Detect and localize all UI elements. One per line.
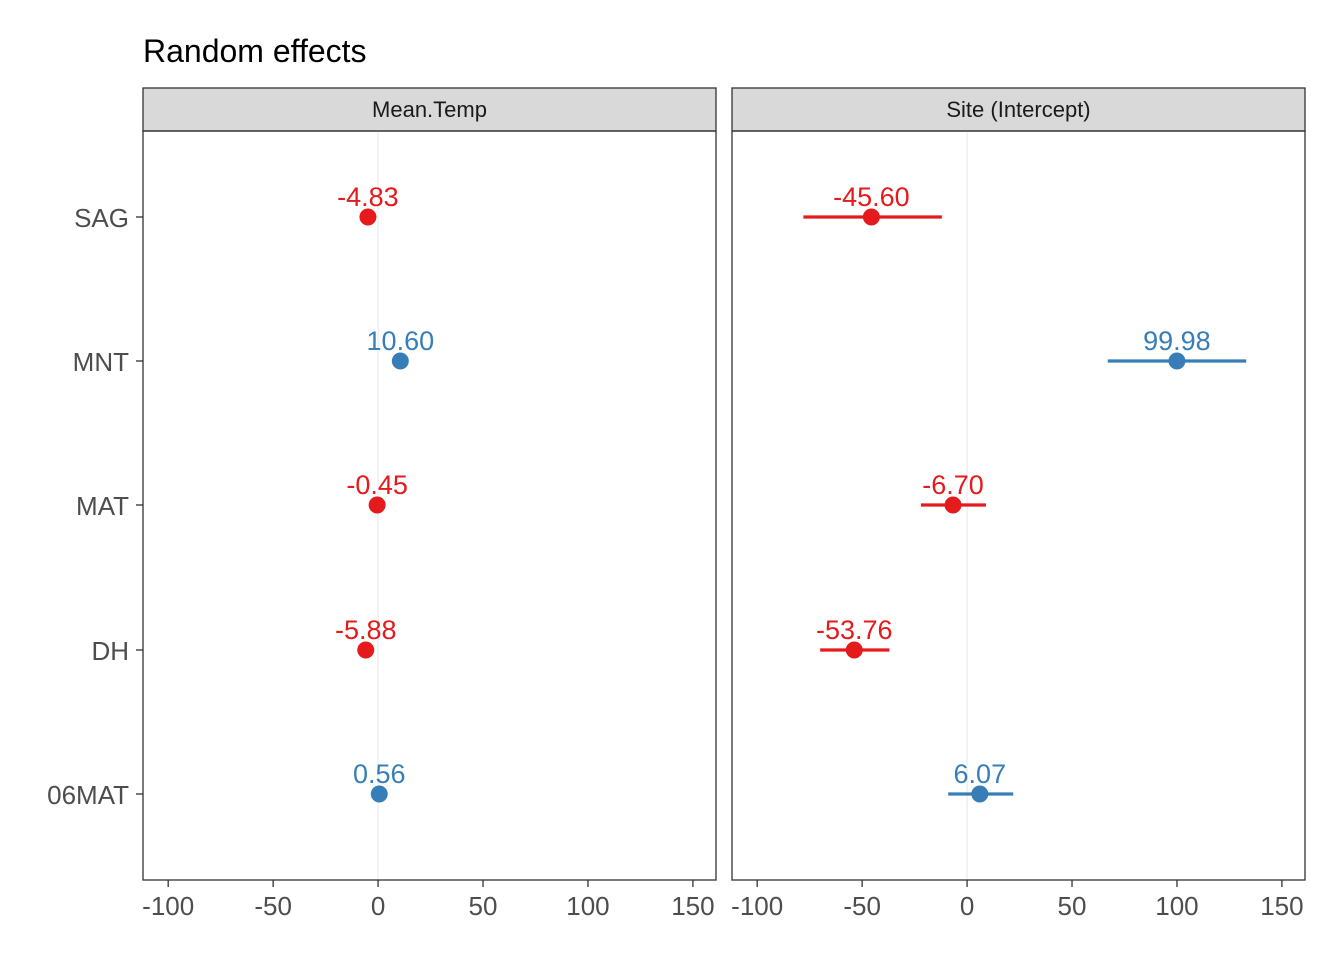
y-tick-label: MNT: [73, 347, 129, 377]
panel-border: [142, 130, 717, 881]
panel-1: Mean.Temp -100 -50 0 50 100 150 -4.83 10.60 -0.45…: [142, 87, 717, 921]
y-tick-label: DH: [91, 636, 129, 666]
x-tick-label: 0: [371, 891, 385, 921]
data-point: [971, 785, 989, 803]
x-tick-label: 100: [1155, 891, 1198, 921]
data-point: [1168, 352, 1186, 370]
value-label: -53.76: [816, 615, 893, 645]
panels-container: Mean.Temp -100 -50 0 50 100 150 -4.83 10.60 -0.45…: [142, 87, 1306, 921]
data-point: [391, 352, 409, 370]
panel-strip-label: Site (Intercept): [946, 97, 1090, 122]
value-label: -0.45: [346, 470, 408, 500]
x-tick-label: -50: [843, 891, 881, 921]
x-tick-label: -50: [254, 891, 292, 921]
x-tick-label: 50: [469, 891, 498, 921]
value-label: 10.60: [367, 326, 435, 356]
x-tick-label: 150: [671, 891, 714, 921]
data-point: [944, 496, 962, 514]
value-label: 0.56: [353, 759, 406, 789]
value-label: -6.70: [922, 470, 984, 500]
value-label: 6.07: [954, 759, 1007, 789]
chart-title: Random effects: [143, 33, 367, 69]
x-tick-label: -100: [731, 891, 783, 921]
panel-strip: [731, 87, 1306, 132]
data-point: [370, 785, 388, 803]
value-label: -5.88: [335, 615, 397, 645]
panel-strip-label: Mean.Temp: [372, 97, 487, 122]
x-tick-label: 100: [566, 891, 609, 921]
value-label: -45.60: [833, 182, 910, 212]
value-label: 99.98: [1143, 326, 1211, 356]
data-point: [368, 496, 386, 514]
y-tick-label: MAT: [76, 491, 129, 521]
x-tick-label: 50: [1058, 891, 1087, 921]
y-tick-label: 06MAT: [47, 780, 129, 810]
data-point: [845, 641, 863, 659]
panel-2: Site (Intercept) -100 -50 0 50 100 150 -45.60 99…: [731, 87, 1306, 921]
data-point: [357, 641, 375, 659]
value-label: -4.83: [337, 182, 399, 212]
x-tick-label: 150: [1260, 891, 1303, 921]
x-tick-label: 0: [960, 891, 974, 921]
data-point: [862, 208, 880, 226]
y-tick-label: SAG: [74, 203, 129, 233]
data-point: [359, 208, 377, 226]
y-axis: SAG MNT MAT DH 06MAT: [47, 203, 143, 810]
x-tick-label: -100: [142, 891, 194, 921]
panel-border: [731, 130, 1306, 881]
panel-strip: [142, 87, 717, 132]
